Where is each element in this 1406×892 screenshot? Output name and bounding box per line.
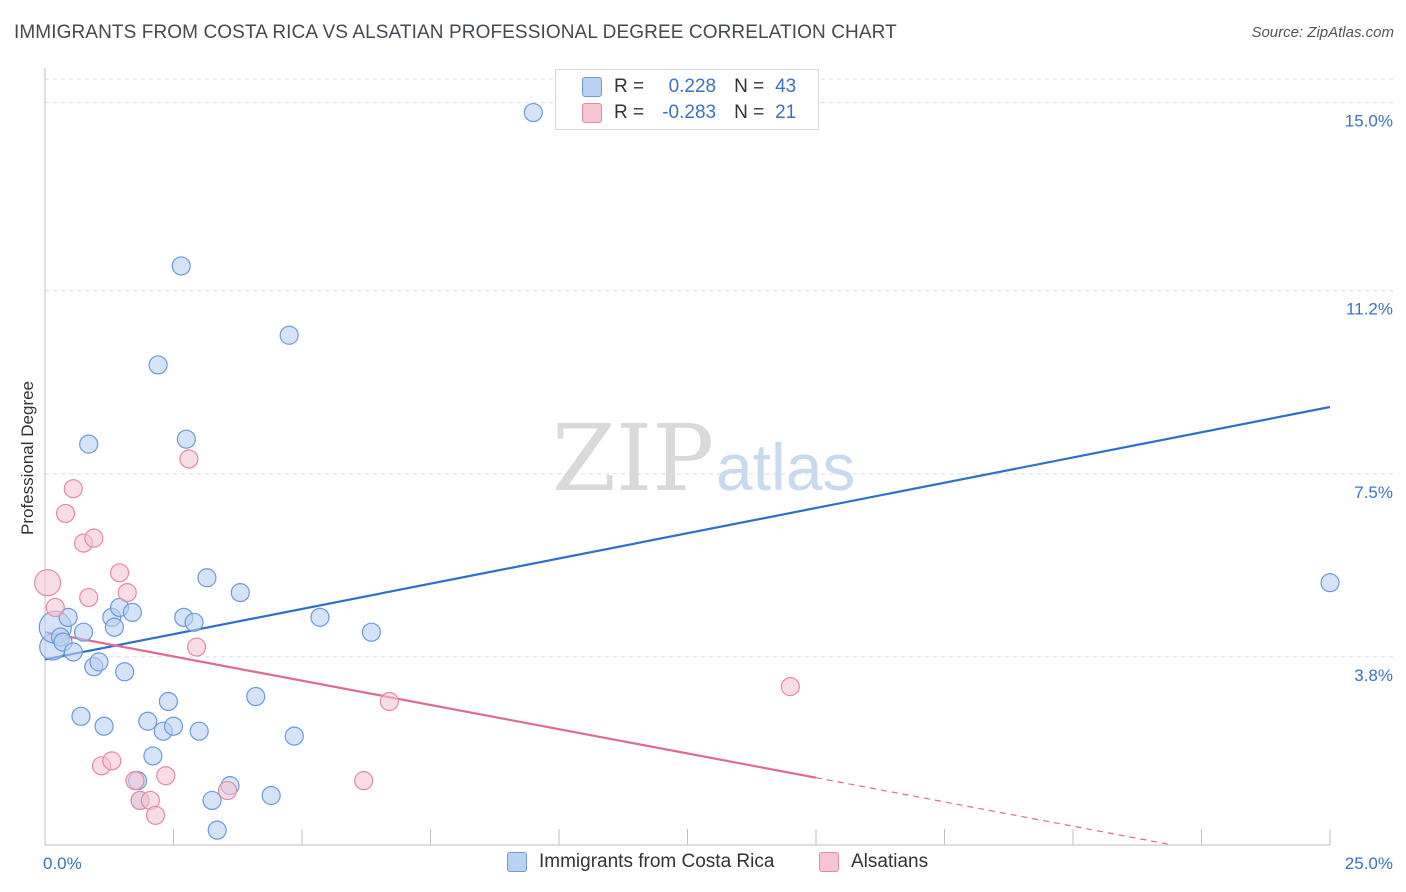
- trend-line-costa-rica: [44, 405, 1331, 661]
- data-point-costa-rica: [207, 820, 227, 840]
- data-point-alsatian: [63, 479, 83, 499]
- x-tick-label: 0.0%: [43, 854, 82, 873]
- data-point-costa-rica: [246, 686, 266, 707]
- data-point-alsatian: [145, 805, 166, 825]
- y-axis-label: Professional Degree: [18, 381, 37, 535]
- data-point-costa-rica: [158, 691, 178, 712]
- data-point-costa-rica: [310, 607, 330, 627]
- source-label: Source: ZipAtlas.com: [1251, 24, 1394, 41]
- chart-title: IMMIGRANTS FROM COSTA RICA VS ALSATIAN P…: [14, 22, 897, 43]
- data-point-costa-rica: [148, 355, 168, 375]
- data-point-alsatian: [79, 587, 99, 608]
- data-point-alsatian: [55, 503, 76, 524]
- data-point-costa-rica: [523, 102, 543, 123]
- legend-r-value: 0.228: [668, 76, 717, 97]
- data-point-alsatian: [780, 677, 800, 697]
- data-point-costa-rica: [202, 790, 222, 811]
- data-point-costa-rica: [143, 746, 163, 766]
- data-point-alsatian: [117, 582, 137, 603]
- data-point-alsatian: [179, 449, 199, 469]
- data-point-costa-rica: [284, 726, 304, 746]
- legend-r-label: R =: [614, 76, 645, 97]
- data-point-costa-rica: [171, 256, 191, 276]
- trend-line-alsatians: [44, 631, 817, 779]
- legend-r-value: -0.283: [662, 102, 717, 123]
- legend-n-label: N =: [734, 102, 765, 123]
- x-tick-label: 25.0%: [1345, 854, 1393, 873]
- y-tick-label: 15.0%: [1345, 112, 1393, 131]
- data-point-alsatian: [84, 528, 104, 548]
- legend-row-alsatians: R = -0.283 N = 21: [582, 101, 796, 125]
- points-series-1: [38, 102, 1340, 840]
- data-point-costa-rica: [89, 652, 109, 672]
- y-tick-label: 11.2%: [1346, 300, 1393, 319]
- legend-r-label: R =: [614, 102, 645, 123]
- data-point-costa-rica: [189, 721, 209, 741]
- legend-swatch-pink: [819, 852, 839, 872]
- legend-row-costa-rica: R = 0.228 N = 43: [582, 75, 796, 99]
- data-point-alsatian: [102, 751, 122, 771]
- legend-swatch-pink: [582, 103, 602, 123]
- data-point-costa-rica: [1320, 573, 1340, 593]
- gridlines: [45, 78, 1395, 658]
- data-point-costa-rica: [184, 612, 204, 632]
- data-point-alsatian: [45, 597, 65, 618]
- data-point-costa-rica: [279, 325, 299, 345]
- x-tick-labels: 0.0% 25.0%: [43, 854, 1393, 873]
- y-tick-label: 3.8%: [1354, 666, 1393, 685]
- data-point-costa-rica: [261, 785, 281, 806]
- legend-swatch-blue: [582, 77, 602, 97]
- watermark-zip: ZIP: [552, 405, 714, 512]
- data-point-costa-rica: [115, 662, 135, 682]
- data-point-costa-rica: [197, 568, 217, 588]
- data-point-costa-rica: [94, 716, 114, 736]
- data-point-costa-rica: [122, 602, 142, 622]
- data-point-alsatian: [33, 569, 62, 597]
- data-point-alsatian: [125, 771, 145, 791]
- watermark: ZIP atlas: [552, 405, 855, 512]
- legend-swatch-blue: [507, 852, 527, 872]
- data-point-alsatian: [156, 766, 176, 786]
- data-point-alsatian: [217, 780, 238, 801]
- data-point-alsatian: [109, 563, 130, 583]
- data-point-alsatian: [379, 691, 399, 712]
- y-tick-label: 7.5%: [1354, 483, 1393, 502]
- trend-line-alsatians-extension: [815, 777, 1173, 846]
- legend-n-label: N =: [734, 76, 765, 97]
- data-point-costa-rica: [361, 622, 381, 642]
- data-point-costa-rica: [79, 434, 99, 454]
- axes: [44, 68, 1331, 846]
- series-legend: Immigrants from Costa Rica Alsatians: [0, 851, 1406, 877]
- data-point-alsatian: [187, 637, 207, 657]
- data-point-alsatian: [354, 771, 374, 791]
- data-point-costa-rica: [63, 642, 83, 662]
- legend-n-value: 43: [775, 76, 797, 97]
- data-point-costa-rica: [230, 582, 250, 603]
- legend-label-alsatians: Alsatians: [851, 851, 929, 872]
- data-point-costa-rica: [138, 711, 158, 731]
- correlation-legend: R = 0.228 N = 43 R = -0.283 N = 21: [555, 69, 819, 130]
- legend-label-costa-rica: Immigrants from Costa Rica: [539, 851, 775, 872]
- legend-item-costa-rica: Immigrants from Costa Rica: [507, 851, 774, 873]
- trend-lines: [44, 405, 1331, 846]
- data-point-costa-rica: [104, 617, 124, 637]
- data-point-costa-rica: [163, 716, 184, 736]
- data-point-costa-rica: [71, 706, 91, 726]
- data-point-costa-rica: [58, 607, 78, 627]
- points-series-2: [33, 449, 800, 825]
- y-tick-labels: 3.8% 7.5% 11.2% 15.0%: [1345, 112, 1393, 685]
- legend-n-value: 21: [775, 102, 797, 123]
- legend-item-alsatians: Alsatians: [819, 851, 928, 873]
- data-point-costa-rica: [73, 622, 94, 642]
- data-point-costa-rica: [176, 429, 196, 449]
- watermark-atlas: atlas: [716, 430, 855, 504]
